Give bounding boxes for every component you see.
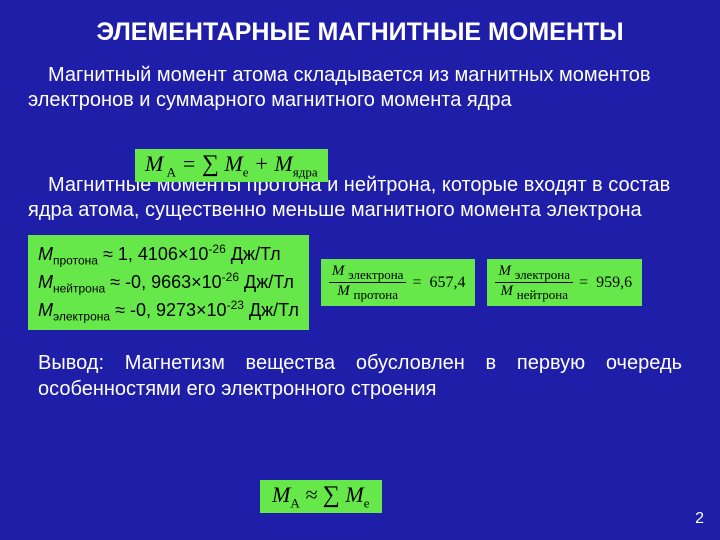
ratio-electron-proton: M электрона M протона = 657,4	[321, 259, 476, 307]
proton-moment: Mпротона ≈ 1, 4106×10-26 Дж/Тл	[38, 241, 299, 269]
values-row: Mпротона ≈ 1, 4106×10-26 Дж/Тл Mнейтрона…	[28, 235, 692, 330]
paragraph-2: Магнитные моменты протона и нейтрона, ко…	[28, 173, 692, 223]
slide-title: ЭЛЕМЕНТАРНЫЕ МАГНИТНЫЕ МОМЕНТЫ	[28, 18, 692, 47]
paragraph-1: Магнитный момент атома складывается из м…	[28, 63, 692, 113]
page-number: 2	[695, 510, 704, 528]
conclusion-text: Вывод: Магнетизм вещества обусловлен в п…	[28, 350, 692, 402]
atom-moment-formula: M А = ∑ Me + Mядра	[135, 149, 328, 182]
conclusion-formula: MА ≈ ∑ Me	[260, 480, 382, 513]
electron-moment: Mэлектрона ≈ -0, 9273×10-23 Дж/Тл	[38, 297, 299, 325]
ratio-electron-neutron: M электрона M нейтрона = 959,6	[487, 259, 642, 307]
neutron-moment: Mнейтрона ≈ -0, 9663×10-26 Дж/Тл	[38, 269, 299, 297]
moment-values-box: Mпротона ≈ 1, 4106×10-26 Дж/Тл Mнейтрона…	[28, 235, 309, 330]
